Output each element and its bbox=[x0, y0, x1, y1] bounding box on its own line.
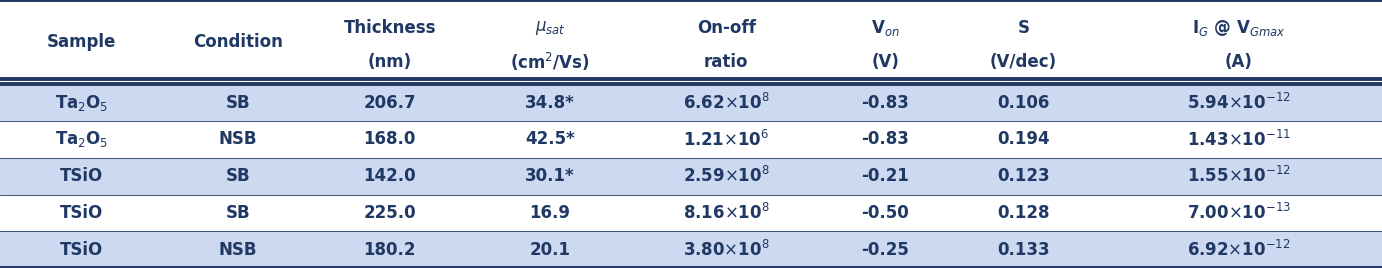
Text: 3.80$\times$10$^{8}$: 3.80$\times$10$^{8}$ bbox=[683, 240, 770, 260]
Bar bbox=[0, 195, 1382, 231]
Text: -0.83: -0.83 bbox=[861, 131, 909, 148]
Text: 0.133: 0.133 bbox=[996, 241, 1050, 259]
Text: 20.1: 20.1 bbox=[529, 241, 571, 259]
Text: Sample: Sample bbox=[47, 33, 116, 51]
Text: -0.21: -0.21 bbox=[861, 167, 909, 185]
Text: Thickness: Thickness bbox=[344, 19, 435, 37]
Bar bbox=[0, 121, 1382, 158]
Text: 168.0: 168.0 bbox=[363, 131, 416, 148]
Text: 0.128: 0.128 bbox=[998, 204, 1049, 222]
Text: 5.94$\times$10$^{-12}$: 5.94$\times$10$^{-12}$ bbox=[1187, 93, 1291, 113]
Text: 0.123: 0.123 bbox=[996, 167, 1050, 185]
Text: 142.0: 142.0 bbox=[363, 167, 416, 185]
Text: 7.00$\times$10$^{-13}$: 7.00$\times$10$^{-13}$ bbox=[1187, 203, 1291, 223]
Text: 34.8*: 34.8* bbox=[525, 94, 575, 112]
Text: S: S bbox=[1017, 19, 1030, 37]
Text: 0.106: 0.106 bbox=[998, 94, 1049, 112]
Text: (nm): (nm) bbox=[368, 53, 412, 71]
Text: $\mu_{sat}$: $\mu_{sat}$ bbox=[535, 19, 565, 37]
Text: 6.62$\times$10$^{8}$: 6.62$\times$10$^{8}$ bbox=[683, 93, 770, 113]
Text: -0.83: -0.83 bbox=[861, 94, 909, 112]
Text: 6.92$\times$10$^{-12}$: 6.92$\times$10$^{-12}$ bbox=[1187, 240, 1291, 260]
Text: I$_{G}$ @ V$_{Gmax}$: I$_{G}$ @ V$_{Gmax}$ bbox=[1193, 18, 1285, 38]
Text: 225.0: 225.0 bbox=[363, 204, 416, 222]
Text: 206.7: 206.7 bbox=[363, 94, 416, 112]
Text: TSiO: TSiO bbox=[59, 167, 104, 185]
Text: ratio: ratio bbox=[703, 53, 749, 71]
Text: 2.59$\times$10$^{8}$: 2.59$\times$10$^{8}$ bbox=[683, 166, 770, 186]
Text: 1.43$\times$10$^{-11}$: 1.43$\times$10$^{-11}$ bbox=[1187, 129, 1291, 150]
Bar bbox=[0, 158, 1382, 195]
Text: (cm$^{2}$/Vs): (cm$^{2}$/Vs) bbox=[510, 51, 590, 73]
Text: NSB: NSB bbox=[218, 131, 257, 148]
Text: V$_{on}$: V$_{on}$ bbox=[871, 18, 900, 38]
Text: -0.25: -0.25 bbox=[861, 241, 909, 259]
Text: 1.55$\times$10$^{-12}$: 1.55$\times$10$^{-12}$ bbox=[1187, 166, 1291, 186]
Text: SB: SB bbox=[225, 204, 250, 222]
Text: On-off: On-off bbox=[697, 19, 756, 37]
Text: 30.1*: 30.1* bbox=[525, 167, 575, 185]
Text: (A): (A) bbox=[1224, 53, 1253, 71]
Text: 0.194: 0.194 bbox=[996, 131, 1050, 148]
Text: (V/dec): (V/dec) bbox=[990, 53, 1057, 71]
Text: NSB: NSB bbox=[218, 241, 257, 259]
Text: TSiO: TSiO bbox=[59, 204, 104, 222]
Text: SB: SB bbox=[225, 94, 250, 112]
Text: 1.21$\times$10$^{6}$: 1.21$\times$10$^{6}$ bbox=[683, 129, 770, 150]
Text: 16.9: 16.9 bbox=[529, 204, 571, 222]
Text: 180.2: 180.2 bbox=[363, 241, 416, 259]
Text: Ta$_{2}$O$_{5}$: Ta$_{2}$O$_{5}$ bbox=[55, 93, 108, 113]
Bar bbox=[0, 84, 1382, 121]
Text: Condition: Condition bbox=[192, 33, 283, 51]
Text: 42.5*: 42.5* bbox=[525, 131, 575, 148]
Text: (V): (V) bbox=[871, 53, 900, 71]
Bar bbox=[0, 231, 1382, 268]
Text: SB: SB bbox=[225, 167, 250, 185]
Bar bbox=[0, 0, 1382, 84]
Text: 8.16$\times$10$^{8}$: 8.16$\times$10$^{8}$ bbox=[683, 203, 770, 223]
Text: TSiO: TSiO bbox=[59, 241, 104, 259]
Text: Ta$_{2}$O$_{5}$: Ta$_{2}$O$_{5}$ bbox=[55, 129, 108, 150]
Text: -0.50: -0.50 bbox=[861, 204, 909, 222]
